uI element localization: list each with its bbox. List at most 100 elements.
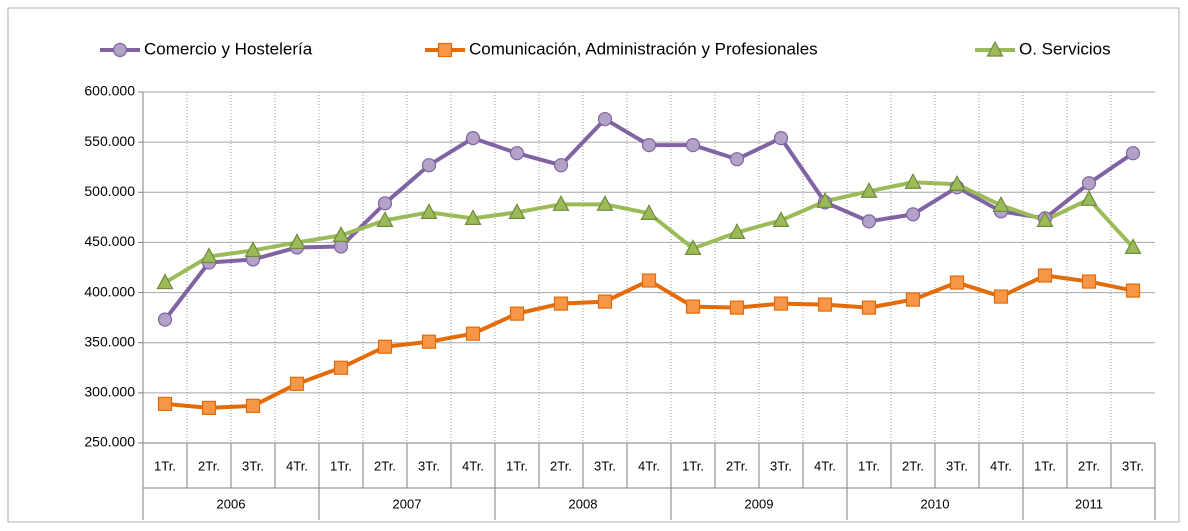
point [949,275,965,290]
point [729,300,745,315]
y-tick-label: 250.000 [84,434,135,450]
point [333,360,349,375]
x-group-label: 2011 [1075,496,1103,511]
y-tick-label: 350.000 [84,333,135,349]
legend-text: Comunicación, Administración y Profesion… [469,39,818,58]
point [421,334,437,349]
point [245,398,261,413]
y-tick-label: 400.000 [84,283,135,299]
point [465,131,481,146]
point [729,152,745,167]
point [860,182,878,198]
point [597,111,613,127]
point [1125,146,1141,161]
x-tick-label: 3Tr. [594,458,616,473]
x-group-label: 2007 [393,496,422,511]
x-tick-label: 1Tr. [154,458,176,473]
y-tick-label: 600.000 [84,83,135,99]
point [993,289,1009,304]
point [817,297,833,312]
point [376,211,394,227]
point [772,211,790,227]
y-tick-label: 450.000 [84,233,135,249]
point [596,195,614,211]
x-tick-label: 2Tr. [198,458,220,473]
point [553,296,569,311]
point [157,396,173,411]
y-tick-label: 300.000 [84,384,135,400]
point [1080,190,1098,206]
point [904,172,922,189]
legend-text: Comercio y Hostelería [144,39,313,58]
point [728,223,746,239]
point [1125,283,1141,298]
x-tick-label: 1Tr. [330,458,352,473]
y-tick-label: 500.000 [84,183,135,199]
point [377,339,393,354]
x-group-label: 2010 [921,496,950,511]
x-tick-label: 3Tr. [242,458,264,473]
x-tick-label: 2Tr. [902,458,924,473]
x-tick-label: 4Tr. [638,458,660,473]
point [685,299,701,314]
point [861,300,877,315]
point [685,138,701,153]
point [552,195,570,211]
x-tick-label: 1Tr. [682,458,704,473]
legend-text: O. Servicios [1019,39,1111,58]
point [948,174,966,191]
x-tick-label: 4Tr. [990,458,1012,473]
point [1036,211,1054,227]
point [156,273,174,290]
point [553,158,569,173]
x-tick-label: 3Tr. [1122,458,1144,473]
x-tick-label: 1Tr. [1034,458,1056,473]
x-tick-label: 4Tr. [286,458,308,473]
point [905,292,921,307]
point [509,146,525,161]
point [1081,274,1097,289]
point [377,196,393,211]
x-tick-label: 4Tr. [462,458,484,473]
point [508,203,526,219]
x-tick-label: 2Tr. [550,458,572,473]
x-tick-label: 2Tr. [374,458,396,473]
point [773,296,789,311]
point [1037,268,1053,283]
x-tick-label: 3Tr. [770,458,792,473]
point [289,376,305,391]
point [200,247,218,264]
point [332,226,350,243]
point [420,203,438,219]
point [640,204,658,220]
point [641,273,657,288]
point [201,400,217,415]
point [1124,238,1142,255]
legend-marker [112,42,128,58]
x-tick-label: 1Tr. [858,458,880,473]
point [288,233,306,250]
point [421,158,437,173]
chart-frame [7,7,1180,523]
point [992,196,1010,212]
point [597,294,613,309]
point [684,239,702,256]
x-tick-label: 1Tr. [506,458,528,473]
point [773,131,789,146]
point [244,241,262,258]
legend-marker [986,40,1004,57]
y-tick-label: 550.000 [84,133,135,149]
point [816,192,834,208]
x-group-label: 2006 [217,496,246,511]
legend-marker [437,42,453,58]
x-tick-label: 2Tr. [1078,458,1100,473]
x-tick-label: 3Tr. [946,458,968,473]
point [861,214,877,229]
x-tick-label: 3Tr. [418,458,440,473]
point [464,209,482,225]
point [465,326,481,341]
x-tick-label: 2Tr. [726,458,748,473]
x-tick-label: 4Tr. [814,458,836,473]
point [1081,176,1097,191]
